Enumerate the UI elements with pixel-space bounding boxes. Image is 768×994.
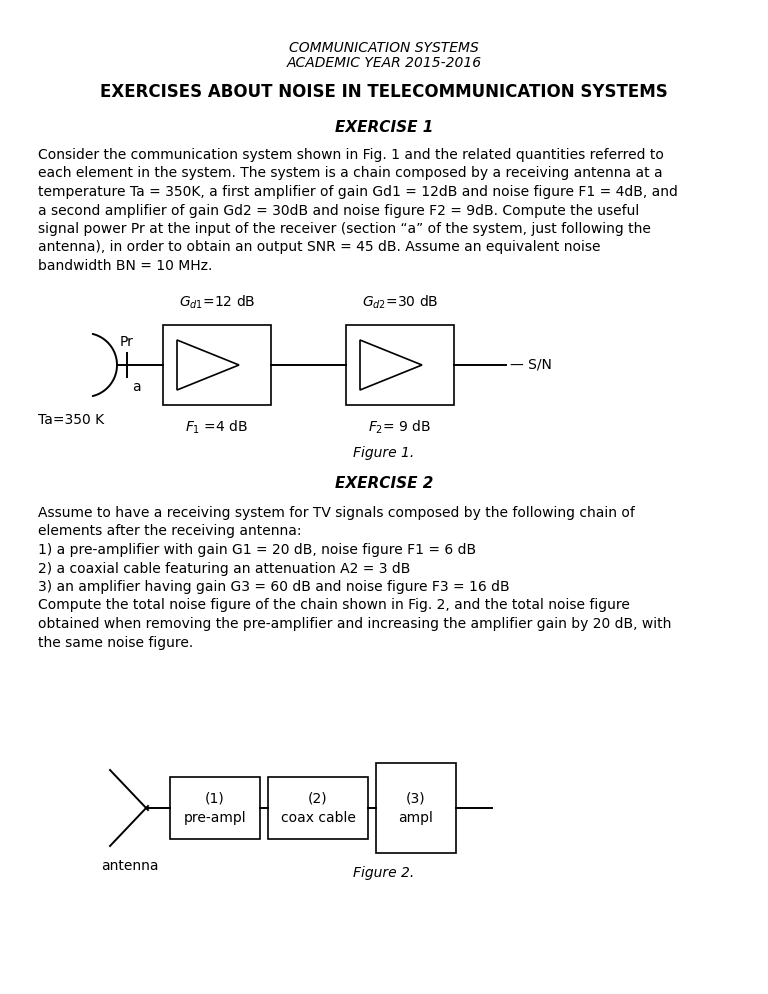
- Text: $G_{d2}$=30 dB: $G_{d2}$=30 dB: [362, 293, 439, 311]
- Text: $F_2$= 9 dB: $F_2$= 9 dB: [369, 419, 432, 436]
- Text: coax cable: coax cable: [280, 811, 356, 825]
- Text: ACADEMIC YEAR 2015-2016: ACADEMIC YEAR 2015-2016: [286, 56, 482, 70]
- Text: (2): (2): [308, 791, 328, 805]
- Polygon shape: [360, 340, 422, 390]
- Bar: [346, 325, 454, 405]
- Text: a: a: [132, 380, 141, 394]
- Text: ampl: ampl: [399, 811, 433, 825]
- Text: Compute the total noise figure of the chain shown in Fig. 2, and the total noise: Compute the total noise figure of the ch…: [38, 598, 630, 612]
- Text: Assume to have a receiving system for TV signals composed by the following chain: Assume to have a receiving system for TV…: [38, 506, 635, 520]
- Text: 3) an amplifier having gain G3 = 60 dB and noise figure F3 = 16 dB: 3) an amplifier having gain G3 = 60 dB a…: [38, 580, 510, 594]
- Text: pre-ampl: pre-ampl: [184, 811, 247, 825]
- Text: Consider the communication system shown in Fig. 1 and the related quantities ref: Consider the communication system shown …: [38, 148, 664, 162]
- Text: bandwidth BN = 10 MHz.: bandwidth BN = 10 MHz.: [38, 259, 213, 273]
- Text: — S/N: — S/N: [510, 358, 552, 372]
- Text: Figure 2.: Figure 2.: [353, 866, 415, 880]
- Text: Figure 1.: Figure 1.: [353, 446, 415, 460]
- Text: each element in the system. The system is a chain composed by a receiving antenn: each element in the system. The system i…: [38, 167, 663, 181]
- Text: (3): (3): [406, 791, 425, 805]
- Text: 2) a coaxial cable featuring an attenuation A2 = 3 dB: 2) a coaxial cable featuring an attenuat…: [38, 562, 410, 576]
- Text: signal power Pr at the input of the receiver (section “a” of the system, just fo: signal power Pr at the input of the rece…: [38, 222, 650, 236]
- Text: EXERCISE 1: EXERCISE 1: [335, 120, 433, 135]
- Text: $G_{d1}$=12 dB: $G_{d1}$=12 dB: [179, 293, 255, 311]
- Polygon shape: [177, 340, 239, 390]
- Text: temperature Ta = 350K, a first amplifier of gain Gd1 = 12dB and noise figure F1 : temperature Ta = 350K, a first amplifier…: [38, 185, 678, 199]
- Text: 1) a pre-amplifier with gain G1 = 20 dB, noise figure F1 = 6 dB: 1) a pre-amplifier with gain G1 = 20 dB,…: [38, 543, 476, 557]
- Text: $F_1$ =4 dB: $F_1$ =4 dB: [185, 419, 249, 436]
- Text: antenna), in order to obtain an output SNR = 45 dB. Assume an equivalent noise: antenna), in order to obtain an output S…: [38, 241, 601, 254]
- Text: COMMUNICATION SYSTEMS: COMMUNICATION SYSTEMS: [289, 41, 479, 55]
- Text: elements after the receiving antenna:: elements after the receiving antenna:: [38, 525, 302, 539]
- Bar: [170, 777, 260, 839]
- Text: the same noise figure.: the same noise figure.: [38, 635, 194, 649]
- Text: obtained when removing the pre-amplifier and increasing the amplifier gain by 20: obtained when removing the pre-amplifier…: [38, 617, 671, 631]
- Bar: [376, 763, 456, 853]
- Bar: [163, 325, 271, 405]
- Text: EXERCISES ABOUT NOISE IN TELECOMMUNICATION SYSTEMS: EXERCISES ABOUT NOISE IN TELECOMMUNICATI…: [100, 83, 668, 101]
- Text: (1): (1): [205, 791, 225, 805]
- Text: EXERCISE 2: EXERCISE 2: [335, 475, 433, 490]
- Text: a second amplifier of gain Gd2 = 30dB and noise figure F2 = 9dB. Compute the use: a second amplifier of gain Gd2 = 30dB an…: [38, 204, 639, 218]
- Bar: [268, 777, 368, 839]
- Text: antenna: antenna: [101, 859, 159, 873]
- Text: Ta=350 K: Ta=350 K: [38, 413, 104, 427]
- Text: Pr: Pr: [120, 335, 134, 349]
